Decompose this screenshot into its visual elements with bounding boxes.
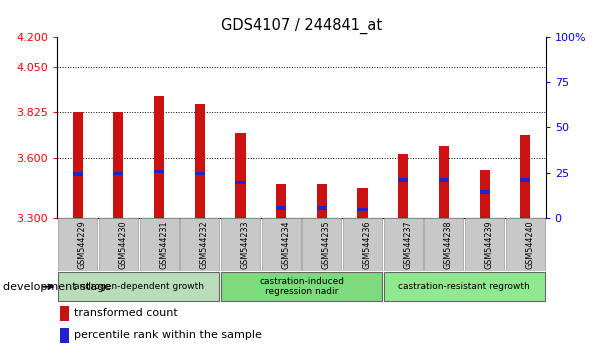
Text: GSM544230: GSM544230 <box>118 220 127 269</box>
Text: androgen-dependent growth: androgen-dependent growth <box>74 282 204 291</box>
Text: development stage: development stage <box>3 282 111 292</box>
Bar <box>195 172 205 175</box>
Bar <box>113 113 124 218</box>
Bar <box>180 218 219 271</box>
Bar <box>113 172 124 175</box>
Bar <box>398 154 408 218</box>
FancyBboxPatch shape <box>58 272 219 301</box>
Bar <box>262 218 301 271</box>
FancyBboxPatch shape <box>384 272 545 301</box>
Text: GSM544231: GSM544231 <box>159 220 168 269</box>
Bar <box>72 113 83 218</box>
Bar <box>520 136 531 218</box>
Bar <box>384 218 423 271</box>
Bar <box>425 218 464 271</box>
Text: GSM544232: GSM544232 <box>200 220 209 269</box>
Text: GSM544237: GSM544237 <box>403 220 412 269</box>
Bar <box>154 96 164 218</box>
Bar <box>343 218 382 271</box>
Text: GSM544239: GSM544239 <box>485 220 494 269</box>
Bar <box>317 206 327 210</box>
Text: GSM544235: GSM544235 <box>322 220 331 269</box>
Bar <box>154 170 164 173</box>
Text: GSM544229: GSM544229 <box>78 220 87 269</box>
Bar <box>479 170 490 218</box>
Bar <box>358 208 368 211</box>
Title: GDS4107 / 244841_at: GDS4107 / 244841_at <box>221 18 382 34</box>
Bar <box>317 184 327 218</box>
Bar <box>72 172 83 176</box>
Bar <box>235 133 245 218</box>
Bar <box>358 188 368 218</box>
Bar <box>195 104 205 218</box>
Text: castration-resistant regrowth: castration-resistant regrowth <box>399 282 530 291</box>
Bar <box>58 218 97 271</box>
Text: GSM544238: GSM544238 <box>444 220 453 269</box>
Bar <box>479 190 490 194</box>
Bar <box>439 178 449 182</box>
Bar <box>235 181 245 184</box>
Text: GSM544234: GSM544234 <box>281 220 290 269</box>
Bar <box>439 147 449 218</box>
Text: GSM544240: GSM544240 <box>525 220 534 269</box>
Bar <box>398 178 408 182</box>
Bar <box>302 218 341 271</box>
Text: GSM544233: GSM544233 <box>241 220 250 269</box>
Bar <box>60 306 69 321</box>
Bar <box>465 218 504 271</box>
Bar <box>60 328 69 343</box>
Bar <box>221 218 260 271</box>
Bar <box>99 218 138 271</box>
FancyBboxPatch shape <box>221 272 382 301</box>
Bar <box>276 206 286 210</box>
Text: percentile rank within the sample: percentile rank within the sample <box>74 330 262 341</box>
Text: castration-induced
regression nadir: castration-induced regression nadir <box>259 277 344 296</box>
Bar <box>276 184 286 218</box>
Bar <box>520 178 531 182</box>
Bar <box>139 218 178 271</box>
Text: transformed count: transformed count <box>74 308 178 318</box>
Bar <box>506 218 545 271</box>
Text: GSM544236: GSM544236 <box>362 220 371 269</box>
